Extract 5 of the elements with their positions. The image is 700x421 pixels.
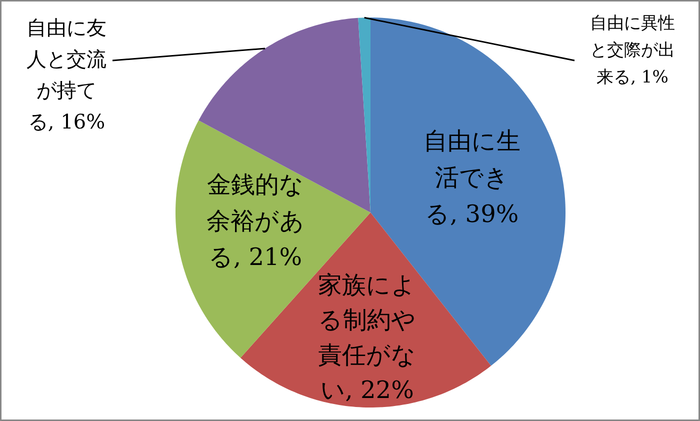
- slice-label: 自由に友人と交流が持てる, 16%: [26, 16, 106, 134]
- slice-label: 自由に異性と交際が出来る, 1%: [590, 14, 675, 88]
- slice-label: 家族による制約や責任がない, 22%: [318, 271, 416, 404]
- slice-label: 金銭的な余裕がある, 21%: [206, 170, 304, 272]
- slice-label: 自由に生活できる, 39%: [423, 127, 520, 228]
